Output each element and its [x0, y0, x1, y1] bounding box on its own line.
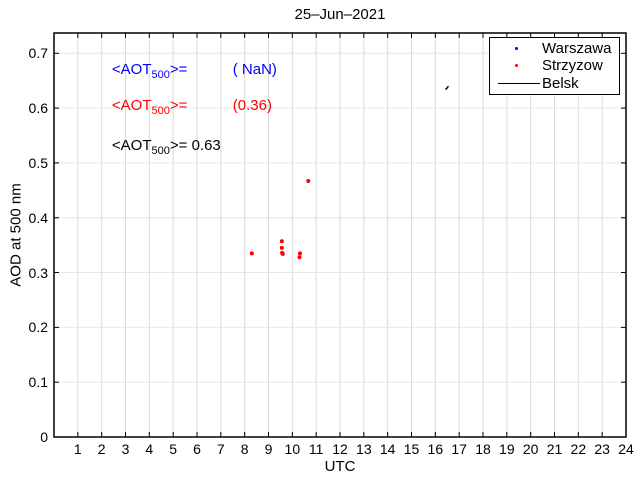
y-tick-label: 0: [40, 429, 48, 445]
data-point-strzyzow: [279, 239, 284, 244]
belsk-line-icon: [498, 82, 540, 84]
axis-box: [53, 32, 627, 438]
data-point-strzyzow: [297, 255, 302, 260]
y-tick-label: 0.5: [28, 154, 48, 171]
grid: [54, 33, 626, 437]
x-tick-label: 17: [451, 441, 467, 457]
legend-item-belsk: Belsk: [490, 75, 619, 92]
data-point-strzyzow: [297, 251, 302, 256]
data-point-strzyzow: [249, 251, 254, 256]
axes: [53, 32, 627, 438]
y-tick-label: 0.7: [28, 45, 48, 62]
x-tick-label: 23: [594, 441, 610, 457]
legend-label: Warszawa: [542, 40, 612, 58]
data-point-strzyzow: [306, 179, 311, 184]
annotation-aot-value: (0.36): [232, 96, 272, 114]
series-strzyzow: [249, 179, 311, 260]
annotation-aot-value: ( NaN): [232, 60, 277, 78]
x-tick-label: 9: [264, 441, 273, 457]
y-tick-label: 0.2: [28, 319, 48, 336]
x-tick-label: 4: [145, 441, 154, 457]
x-tick-label: 11: [308, 441, 324, 457]
x-axis-label: UTC: [324, 458, 356, 475]
x-tick-label: 3: [121, 441, 130, 457]
legend-marker-cell: [490, 47, 542, 51]
data-point-strzyzow: [279, 245, 284, 250]
data-point-strzyzow: [280, 251, 285, 256]
x-tick-label: 20: [522, 441, 539, 457]
legend-item-warszawa: Warszawa: [490, 40, 619, 57]
y-tick-label: 0.6: [28, 100, 48, 117]
legend: Warszawa Strzyzow Belsk: [489, 37, 620, 95]
x-tick-label: 12: [332, 441, 348, 457]
x-tick-label: 18: [475, 441, 491, 457]
line-belsk: [444, 85, 450, 91]
legend-item-strzyzow: Strzyzow: [490, 57, 619, 74]
legend-label: Strzyzow: [542, 57, 603, 75]
x-tick-label: 24: [618, 441, 634, 457]
y-tick-label: 0.4: [28, 209, 48, 226]
strzyzow-marker-icon: [514, 64, 518, 68]
chart-title: 25–Jun–2021: [294, 6, 386, 23]
annotation-aot-label: <AOT500>=: [111, 96, 188, 117]
x-tick-label: 21: [546, 441, 563, 457]
legend-marker-cell: [490, 82, 542, 84]
x-tick-label: 8: [240, 441, 249, 457]
x-tick-label: 6: [193, 441, 201, 457]
annotation-aot-label: <AOT500>= 0.63: [111, 136, 221, 157]
x-tick-label: 7: [216, 441, 225, 457]
x-tick-label: 19: [499, 441, 515, 457]
x-tick-label: 14: [379, 441, 396, 457]
legend-marker-cell: [490, 64, 542, 68]
y-tick-label: 0.1: [28, 374, 48, 391]
x-tick-label: 2: [97, 441, 106, 457]
x-tick-label: 13: [356, 441, 372, 457]
x-tick-label: 22: [570, 441, 587, 457]
series-belsk: [444, 85, 450, 91]
legend-label: Belsk: [542, 74, 579, 92]
x-tick-label: 5: [169, 441, 178, 457]
warszawa-marker-icon: [514, 47, 518, 51]
x-tick-label: 1: [73, 441, 82, 457]
y-tick-label: 0.3: [28, 264, 48, 281]
annotation-aot-label: <AOT500>=: [111, 60, 188, 81]
x-tick-label: 16: [427, 441, 444, 457]
x-tick-label: 15: [403, 441, 420, 457]
x-tick-label: 10: [284, 441, 301, 457]
